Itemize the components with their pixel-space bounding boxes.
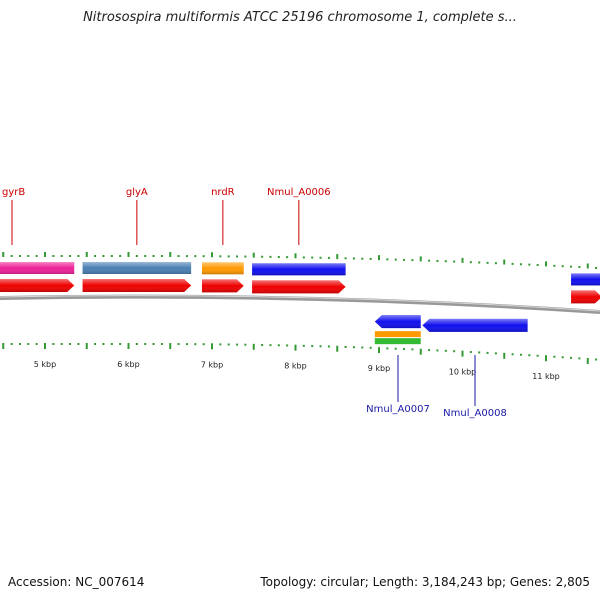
cds-arrow-shine [571,290,600,304]
feature-bar-green [374,338,421,345]
inner-tick-ring [2,343,598,364]
gene-label-glya[interactable]: glyA [126,187,148,198]
tick-label: 7 kbp [201,360,223,369]
gene-label-nrdr[interactable]: nrdR [211,187,235,198]
tick-label: 8 kbp [284,362,306,371]
tick-label: 5 kbp [34,360,56,369]
tick-label: 10 kbp [449,368,477,377]
tick-label: 11 kbp [532,372,560,381]
chromosome-backbone-highlight [0,295,600,312]
gene-label-nmul-a0007[interactable]: Nmul_A0007 [366,404,430,415]
cds-arrow-shine [0,279,75,292]
gene-bar-shine [252,263,346,276]
page-title: Nitrosospira multiformis ATCC 25196 chro… [83,10,517,25]
accession-text: Accession: NC_007614 [8,575,145,589]
tick-label: 6 kbp [117,360,139,369]
gene-bar-shine [571,273,600,286]
cds-arrow-shine [374,315,421,329]
gene-bar-shine [201,262,244,275]
gene-labels[interactable]: gyrB glyA nrdR Nmul_A0006 Nmul_A0007 Nmul_A00… [2,187,507,419]
chromosome-backbone [0,294,600,314]
outer-tick-ring [2,252,598,269]
feature-bar-orange [374,331,421,338]
gene-label-gyrb[interactable]: gyrB [2,187,25,198]
tick-labels: 5 kbp 6 kbp 7 kbp 8 kbp 9 kbp 10 kbp 11 kbp [34,360,560,381]
cds-arrow-shine [422,318,528,332]
cds-arrow-shine [201,279,244,293]
tick-label: 9 kbp [368,364,390,373]
gene-bar-shine [82,262,192,274]
gene-bar-shine [0,262,75,274]
genome-stats-text: Topology: circular; Length: 3,184,243 bp… [260,575,590,589]
cds-arrow-shine [252,280,346,294]
reverse-strand-track [374,315,528,345]
gene-label-nmul-a0008[interactable]: Nmul_A0008 [443,408,507,419]
gene-label-nmul-a0006[interactable]: Nmul_A0006 [267,187,331,198]
forward-strand-track [0,262,600,304]
cds-arrow-shine [82,279,192,292]
